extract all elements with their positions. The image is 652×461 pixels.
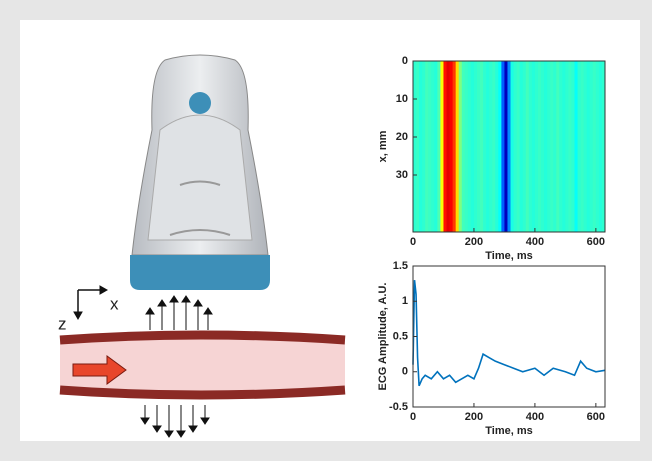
heatmap-column — [562, 61, 566, 232]
heatmap-column — [571, 61, 575, 232]
heatmap-column — [492, 61, 496, 232]
heatmap-column — [596, 61, 600, 232]
x-axis-label: Time, ms — [485, 425, 533, 437]
y-tick-label: 10 — [396, 93, 408, 105]
heatmap-column — [419, 61, 423, 232]
x-tick-label: 0 — [410, 236, 416, 248]
heatmap-column — [529, 61, 533, 232]
heatmap-column — [443, 61, 447, 232]
heatmap-column — [456, 61, 460, 232]
heatmap-column — [498, 61, 502, 232]
heatmap-column — [526, 61, 530, 232]
heatmap-column — [477, 61, 481, 232]
y-axis-label: x, mm — [377, 130, 389, 162]
heatmap-column — [541, 61, 545, 232]
heatmap-column — [468, 61, 472, 232]
heatmap-column — [559, 61, 563, 232]
heatmap-column — [489, 61, 493, 232]
x-tick-label: 400 — [526, 411, 544, 423]
x-tick-label: 600 — [587, 236, 605, 248]
heatmap-column — [575, 61, 579, 232]
heatmap-column — [428, 61, 432, 232]
heatmap-column — [556, 61, 560, 232]
heatmap-column — [413, 61, 417, 232]
heatmap-column — [520, 61, 524, 232]
y-tick-label: -0.5 — [389, 401, 408, 413]
heatmap-column — [581, 61, 585, 232]
x-tick-label: 600 — [587, 411, 605, 423]
heatmap-column — [532, 61, 536, 232]
heatmap-column — [511, 61, 515, 232]
heatmap-column — [422, 61, 426, 232]
heatmap-column — [480, 61, 484, 232]
heatmap-column — [514, 61, 518, 232]
heatmap-column — [450, 61, 454, 232]
heatmap-column — [547, 61, 551, 232]
heatmap-column — [434, 61, 438, 232]
x-tick-label: 0 — [410, 411, 416, 423]
heatmap-column — [431, 61, 435, 232]
heatmap-column — [416, 61, 420, 232]
heatmap-column — [425, 61, 429, 232]
heatmap-column — [535, 61, 539, 232]
heatmap-column — [501, 61, 505, 232]
heatmap-column — [568, 61, 572, 232]
x-axis-label: Time, ms — [485, 250, 533, 262]
heatmap-column — [590, 61, 594, 232]
vessel — [60, 335, 345, 395]
z-label: z — [58, 314, 67, 333]
heatmap-column — [544, 61, 548, 232]
heatmap-column — [593, 61, 597, 232]
heatmap-column — [486, 61, 490, 232]
heatmap-column — [550, 61, 554, 232]
heatmap-column — [523, 61, 527, 232]
x-tick-label: 200 — [465, 411, 483, 423]
y-tick-label: 0 — [402, 366, 408, 378]
y-tick-label: 1.5 — [393, 260, 408, 272]
heatmap-column — [437, 61, 441, 232]
y-axis-label: ECG Amplitude, A.U. — [377, 283, 389, 391]
heatmap-column — [453, 61, 457, 232]
y-tick-label: 0.5 — [393, 330, 408, 342]
heatmap-column — [465, 61, 469, 232]
heatmap-column — [578, 61, 582, 232]
heatmap-column — [553, 61, 557, 232]
y-tick-label: 30 — [396, 169, 408, 181]
x-label: x — [110, 294, 119, 313]
heatmap-column — [471, 61, 475, 232]
heatmap-column — [565, 61, 569, 232]
heatmap-column — [459, 61, 463, 232]
heatmap-column — [584, 61, 588, 232]
heatmap-column — [474, 61, 478, 232]
figure: x z 02004006000102030Time, msx, mm020040… — [0, 0, 652, 461]
heatmap-column — [587, 61, 591, 232]
heatmap-column — [599, 61, 603, 232]
x-tick-label: 200 — [465, 236, 483, 248]
heatmap-column — [538, 61, 542, 232]
heatmap-column — [517, 61, 521, 232]
heatmap-column — [507, 61, 511, 232]
y-tick-label: 20 — [396, 131, 408, 143]
heatmap-column — [495, 61, 499, 232]
heatmap-column — [483, 61, 487, 232]
heatmap-column — [462, 61, 466, 232]
y-tick-label: 0 — [402, 55, 408, 67]
x-tick-label: 400 — [526, 236, 544, 248]
heatmap-column — [447, 61, 451, 232]
y-tick-label: 1 — [402, 295, 408, 307]
heatmap-column — [504, 61, 508, 232]
heatmap-column — [440, 61, 444, 232]
